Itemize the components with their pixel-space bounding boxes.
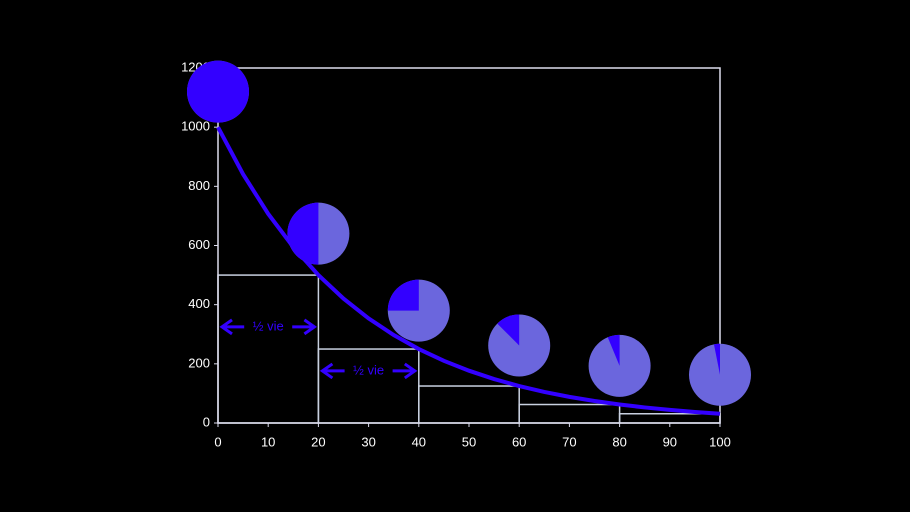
- x-tick-label: 10: [261, 434, 275, 449]
- pie-wedge: [713, 343, 720, 375]
- half-life-arrow: [319, 362, 418, 380]
- pie-wedge: [187, 60, 249, 123]
- half-life-step: [217, 274, 320, 424]
- x-tick-label: 50: [462, 434, 476, 449]
- x-tick-label: 90: [663, 434, 677, 449]
- y-tick-label: 600: [188, 237, 210, 252]
- annotation: ½ vie: [253, 318, 284, 333]
- y-tick-label: 200: [188, 355, 210, 370]
- x-tick-label: 100: [709, 434, 731, 449]
- half-life-step: [518, 403, 621, 424]
- y-tick-label: 0: [203, 414, 210, 429]
- x-tick-label: 80: [612, 434, 626, 449]
- x-tick-label: 70: [562, 434, 576, 449]
- x-tick-label: 20: [311, 434, 325, 449]
- pie-wedge: [387, 279, 419, 311]
- pie-wedge: [607, 334, 620, 366]
- half-life-step: [317, 348, 420, 424]
- x-tick-label: 40: [412, 434, 426, 449]
- x-tick-label: 60: [512, 434, 526, 449]
- half-life-step: [418, 385, 520, 424]
- y-tick-label: 800: [188, 178, 210, 193]
- y-tick-label: 400: [188, 296, 210, 311]
- pie-wedge: [287, 202, 319, 265]
- half-life-step: [618, 413, 721, 424]
- y-tick-label: 1000: [181, 119, 210, 134]
- x-tick-label: 0: [214, 434, 221, 449]
- half-life-arrow: [219, 318, 318, 336]
- annotation: ½ vie: [353, 362, 384, 377]
- x-tick-label: 30: [361, 434, 375, 449]
- pie-wedge: [497, 314, 520, 346]
